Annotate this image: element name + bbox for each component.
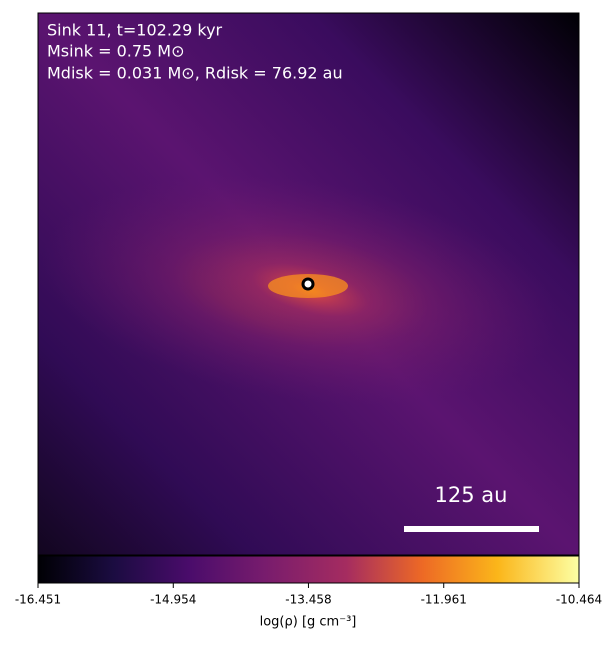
colorbar-label: log(ρ) [g cm⁻³] [260, 615, 357, 630]
x-tick-label: -16.451 [15, 593, 61, 607]
x-tick-label: -10.464 [556, 593, 602, 607]
axes-frame [37, 12, 580, 556]
x-tick-label: -14.954 [150, 593, 196, 607]
scale-bar-label: 125 au [435, 483, 508, 507]
density-image [38, 13, 579, 555]
annotation: Msink = 0.75 M⊙ [47, 42, 185, 61]
x-tick-label: -13.458 [285, 593, 331, 607]
annotation: Sink 11, t=102.29 kyr [47, 21, 223, 40]
sink-marker [301, 277, 315, 291]
colorbar [37, 555, 580, 584]
scale-bar [404, 526, 539, 532]
annotation: Mdisk = 0.031 M⊙, Rdisk = 76.92 au [47, 64, 343, 83]
x-tick-label: -11.961 [421, 593, 467, 607]
